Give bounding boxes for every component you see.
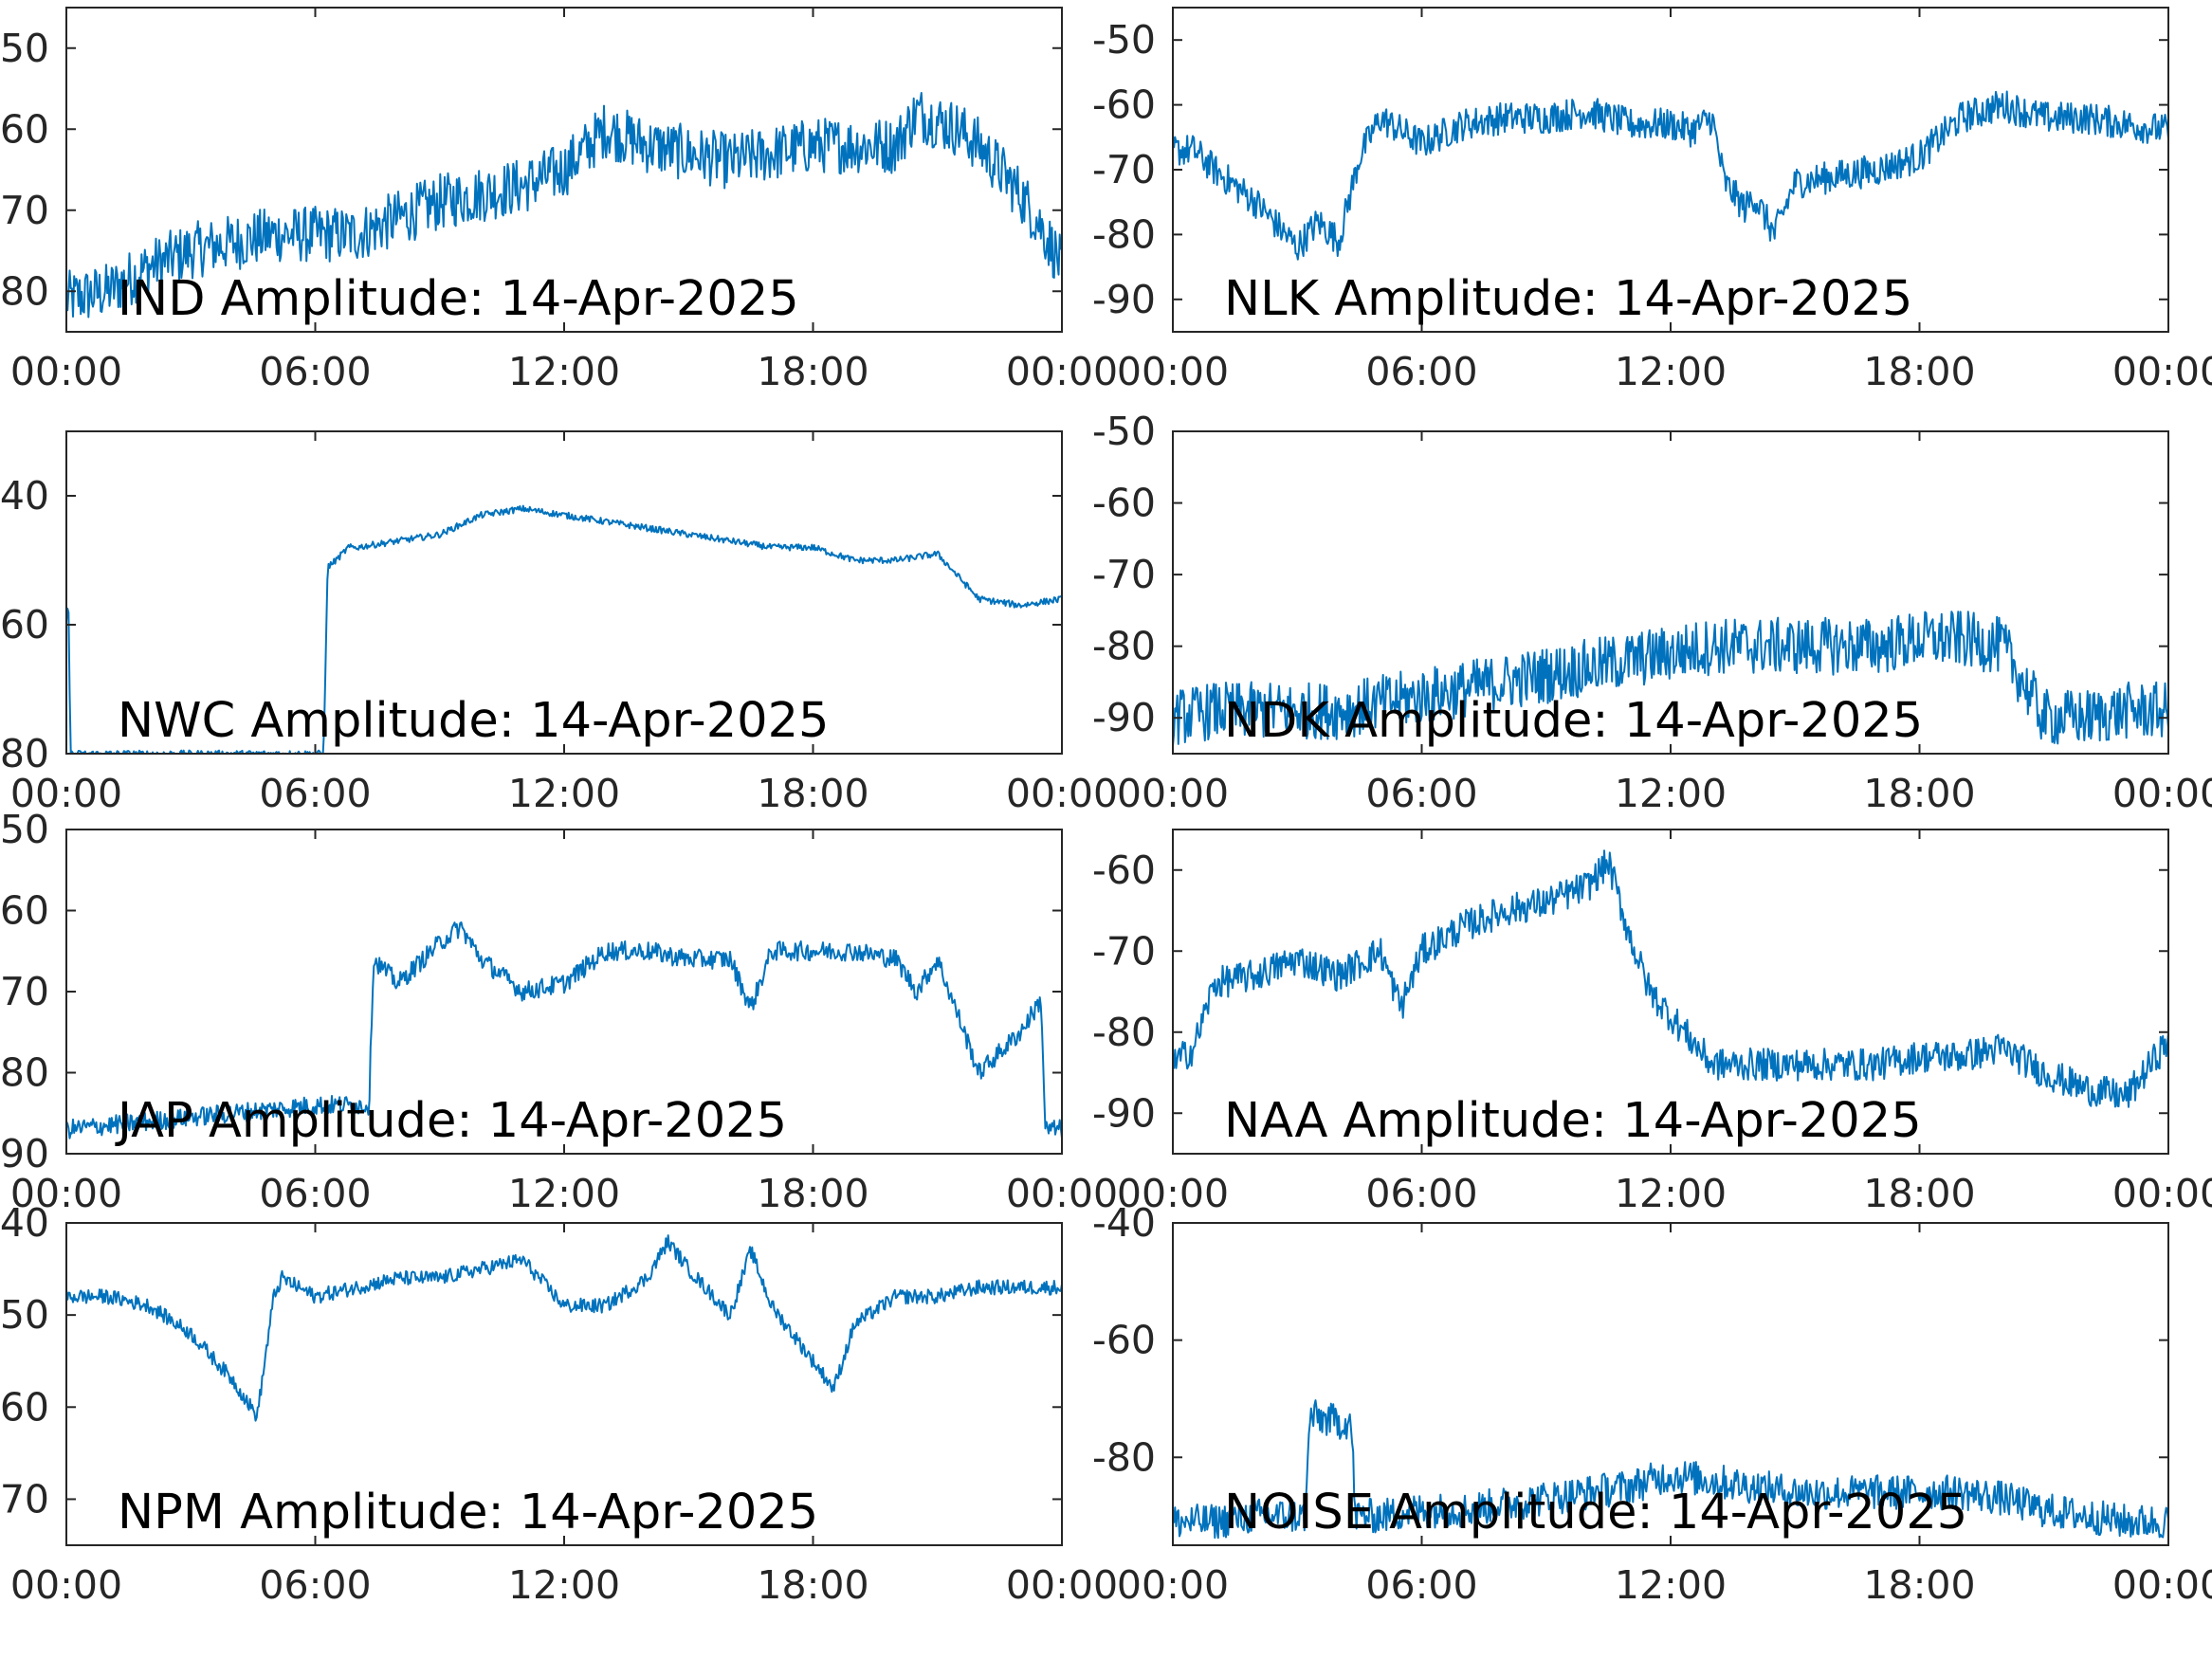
y-tick-label: 50 — [0, 26, 49, 71]
x-tick-label: 00:00 — [1006, 349, 1118, 394]
x-tick-label: 06:00 — [259, 1562, 371, 1608]
y-tick-label: 60 — [0, 106, 49, 152]
x-tick-label: 18:00 — [1863, 349, 1975, 394]
panel-title: NPM Amplitude: 14-Apr-2025 — [118, 1485, 818, 1540]
x-tick-label: 18:00 — [757, 771, 868, 816]
y-tick-label: -40 — [1092, 1200, 1156, 1246]
x-tick-label: 06:00 — [259, 349, 371, 394]
y-tick-label: -90 — [1092, 277, 1156, 322]
panel-4: 00:00 06:00 12:00 18:00 00:00 -50 -60 -70 -80 -90… — [1092, 409, 2212, 816]
x-tick-label: 06:00 — [1365, 349, 1477, 394]
trace-line — [1173, 90, 2168, 261]
x-tick-label: 12:00 — [508, 1171, 620, 1216]
trace-line — [66, 921, 1062, 1139]
y-tick-label: -80 — [1092, 1434, 1156, 1480]
trace-line — [1173, 611, 2168, 747]
panel-title: NOISE Amplitude: 14-Apr-2025 — [1224, 1485, 1967, 1540]
x-tick-label: 00:00 — [2112, 349, 2212, 394]
x-tick-label: 00:00 — [10, 349, 122, 394]
y-tick-label: -80 — [1092, 1010, 1156, 1055]
x-tick-label: 18:00 — [1863, 1562, 1975, 1608]
x-tick-label: 12:00 — [508, 771, 620, 816]
x-tick-label: 06:00 — [1365, 771, 1477, 816]
y-tick-label: 70 — [0, 188, 49, 233]
x-tick-label: 18:00 — [1863, 771, 1975, 816]
x-tick-label: 12:00 — [1615, 771, 1727, 816]
trace-line — [66, 504, 1062, 754]
x-tick-label: 00:00 — [1006, 1171, 1118, 1216]
y-tick-label: -60 — [1092, 481, 1156, 526]
panel-8: 00:00 06:00 12:00 18:00 00:00 -40 -60 -80 NOISE … — [1092, 1200, 2212, 1608]
y-tick-label: -60 — [1092, 848, 1156, 893]
y-tick-label: -60 — [1092, 1318, 1156, 1363]
x-tick-label: 00:00 — [1117, 771, 1229, 816]
panel-5: 00:00 06:00 12:00 18:00 00:00 50 60 70 80 90 JAP A… — [0, 807, 1118, 1216]
y-tick-label: 60 — [0, 602, 49, 647]
panel-title: NLK Amplitude: 14-Apr-2025 — [1224, 271, 1912, 327]
x-tick-label: 12:00 — [508, 349, 620, 394]
panel-title: JAP Amplitude: 14-Apr-2025 — [115, 1093, 787, 1149]
panel-title: NAA Amplitude: 14-Apr-2025 — [1224, 1093, 1922, 1149]
x-tick-label: 00:00 — [2112, 1562, 2212, 1608]
panel-7: 00:00 06:00 12:00 18:00 00:00 40 50 60 70 NPM Amp… — [0, 1200, 1118, 1608]
x-tick-label: 00:00 — [10, 1562, 122, 1608]
y-tick-label: -70 — [1092, 552, 1156, 597]
x-tick-label: 12:00 — [508, 1562, 620, 1608]
panel-3: 00:00 06:00 12:00 18:00 00:00 40 60 80 NWC Ampli… — [0, 430, 1118, 816]
y-tick-label: 40 — [0, 473, 49, 519]
y-tick-label: 70 — [0, 969, 49, 1014]
y-tick-label: 50 — [0, 807, 49, 852]
x-tick-label: 00:00 — [1117, 349, 1229, 394]
panel-6: 00:00 06:00 12:00 18:00 00:00 -60 -70 -80 -90 NAA… — [1092, 829, 2212, 1216]
x-tick-label: 12:00 — [1615, 1562, 1727, 1608]
x-tick-label: 00:00 — [1006, 1562, 1118, 1608]
y-tick-label: -80 — [1092, 211, 1156, 257]
x-tick-label: 18:00 — [1863, 1171, 1975, 1216]
x-tick-label: 18:00 — [757, 1562, 868, 1608]
x-tick-label: 06:00 — [259, 771, 371, 816]
y-tick-label: -70 — [1092, 928, 1156, 974]
panel-title: NWC Amplitude: 14-Apr-2025 — [118, 693, 829, 749]
x-tick-label: 00:00 — [1117, 1171, 1229, 1216]
y-tick-label: 60 — [0, 1384, 49, 1430]
y-tick-label: -60 — [1092, 82, 1156, 128]
x-tick-label: 12:00 — [1615, 1171, 1727, 1216]
x-tick-label: 00:00 — [2112, 1171, 2212, 1216]
x-tick-label: 00:00 — [1006, 771, 1118, 816]
x-tick-label: 06:00 — [1365, 1562, 1477, 1608]
x-tick-label: 00:00 — [10, 771, 122, 816]
y-tick-label: -80 — [1092, 624, 1156, 669]
y-tick-label: 40 — [0, 1200, 49, 1246]
trace-line — [66, 92, 1062, 319]
trace-line — [66, 1234, 1062, 1422]
x-tick-label: 00:00 — [1117, 1562, 1229, 1608]
y-tick-label: 60 — [0, 888, 49, 934]
x-tick-label: 00:00 — [2112, 771, 2212, 816]
x-tick-label: 06:00 — [1365, 1171, 1477, 1216]
y-tick-label: 90 — [0, 1131, 49, 1176]
y-tick-label: 80 — [0, 1050, 49, 1096]
x-tick-label: 12:00 — [1615, 349, 1727, 394]
y-tick-label: 80 — [0, 731, 49, 776]
panel-2: 00:00 06:00 12:00 18:00 00:00 -50 -60 -70 -80 -90… — [1092, 7, 2212, 394]
y-tick-label: -90 — [1092, 695, 1156, 740]
x-tick-label: 00:00 — [10, 1171, 122, 1216]
y-tick-label: 70 — [0, 1476, 49, 1522]
trace-line — [1173, 849, 2168, 1108]
y-tick-label: -70 — [1092, 147, 1156, 192]
y-tick-label: -50 — [1092, 17, 1156, 63]
y-tick-label: -50 — [1092, 409, 1156, 454]
panel-1: 00:00 06:00 12:00 18:00 00:00 50 60 70 80 IND Amp… — [0, 7, 1118, 394]
panel-title: NDK Amplitude: 14-Apr-2025 — [1224, 693, 1923, 749]
x-tick-label: 18:00 — [757, 1171, 868, 1216]
y-tick-label: -90 — [1092, 1090, 1156, 1136]
x-tick-label: 18:00 — [757, 349, 868, 394]
y-tick-label: 50 — [0, 1292, 49, 1338]
trace-line — [1173, 1399, 2168, 1540]
y-tick-label: 80 — [0, 268, 49, 314]
x-tick-label: 06:00 — [259, 1171, 371, 1216]
panel-title: IND Amplitude: 14-Apr-2025 — [118, 271, 799, 327]
